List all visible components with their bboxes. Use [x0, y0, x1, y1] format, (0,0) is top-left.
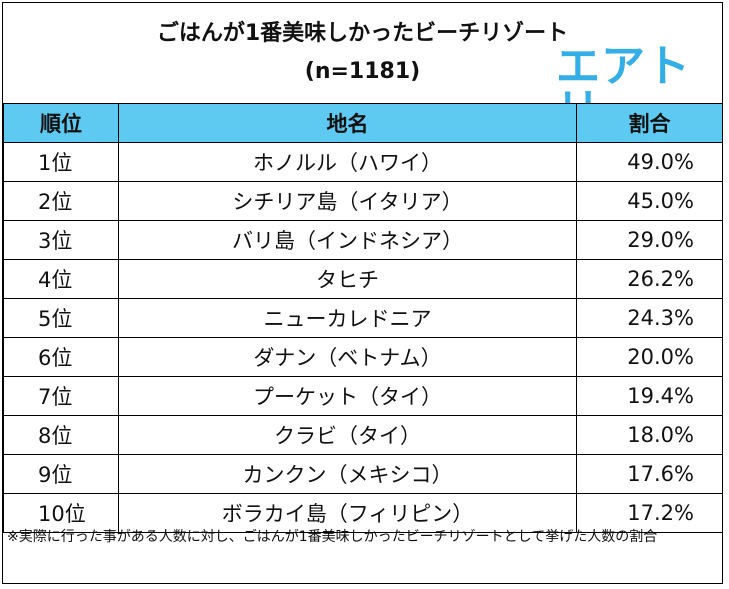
rank-cell: 1位: [3, 142, 119, 182]
place-cell: カンクン（メキシコ）: [118, 454, 577, 494]
share-cell: 45.0%: [576, 181, 723, 221]
place-cell: ダナン（ベトナム）: [118, 337, 577, 377]
chart-frame: ごはんが1番美味しかったビーチリゾート (n=1181) エアトリ 順位 地名 …: [2, 2, 723, 584]
share-cell: 26.2%: [576, 259, 723, 299]
column-header-place: 地名: [118, 103, 577, 143]
rank-cell: 2位: [3, 181, 119, 221]
place-cell: クラビ（タイ）: [118, 415, 577, 455]
share-cell: 49.0%: [576, 142, 723, 182]
place-cell: シチリア島（イタリア）: [118, 181, 577, 221]
table-row: 4位 タヒチ 26.2%: [3, 259, 723, 299]
rank-cell: 3位: [3, 220, 119, 260]
share-cell: 20.0%: [576, 337, 723, 377]
chart-header: ごはんが1番美味しかったビーチリゾート (n=1181) エアトリ: [3, 3, 722, 133]
table-header-row: 順位 地名 割合: [3, 103, 723, 143]
sample-size: (n=1181): [304, 59, 421, 84]
table-row: 8位 クラビ（タイ） 18.0%: [3, 415, 723, 455]
place-cell: ボラカイ島（フィリピン）: [118, 493, 577, 533]
rank-cell: 8位: [3, 415, 119, 455]
place-cell: ホノルル（ハワイ）: [118, 142, 577, 182]
table-row: 7位 プーケット（タイ） 19.4%: [3, 376, 723, 416]
rank-cell: 6位: [3, 337, 119, 377]
place-cell: プーケット（タイ）: [118, 376, 577, 416]
table-row: 5位 ニューカレドニア 24.3%: [3, 298, 723, 338]
place-cell: バリ島（インドネシア）: [118, 220, 577, 260]
share-cell: 18.0%: [576, 415, 723, 455]
share-cell: 17.6%: [576, 454, 723, 494]
table-row: 10位 ボラカイ島（フィリピン） 17.2%: [3, 493, 723, 533]
ranking-table: 順位 地名 割合 1位 ホノルル（ハワイ） 49.0% 2位 シチリア島（イタリア） 45…: [3, 103, 723, 533]
chart-title: ごはんが1番美味しかったビーチリゾート: [156, 21, 569, 46]
rank-cell: 4位: [3, 259, 119, 299]
column-header-rank: 順位: [3, 103, 119, 143]
rank-cell: 7位: [3, 376, 119, 416]
share-cell: 29.0%: [576, 220, 723, 260]
table-row: 6位 ダナン（ベトナム） 20.0%: [3, 337, 723, 377]
footnote: ※実際に行った事がある人数に対し、ごはんが1番美味しかったビーチリゾートとして挙…: [7, 529, 658, 545]
place-cell: ニューカレドニア: [118, 298, 577, 338]
rank-cell: 5位: [3, 298, 119, 338]
column-header-share: 割合: [576, 103, 723, 143]
table-row: 3位 バリ島（インドネシア） 29.0%: [3, 220, 723, 260]
share-cell: 19.4%: [576, 376, 723, 416]
share-cell: 17.2%: [576, 493, 723, 533]
share-cell: 24.3%: [576, 298, 723, 338]
place-cell: タヒチ: [118, 259, 577, 299]
table-row: 1位 ホノルル（ハワイ） 49.0%: [3, 142, 723, 182]
rank-cell: 9位: [3, 454, 119, 494]
table-row: 2位 シチリア島（イタリア） 45.0%: [3, 181, 723, 221]
table-row: 9位 カンクン（メキシコ） 17.6%: [3, 454, 723, 494]
